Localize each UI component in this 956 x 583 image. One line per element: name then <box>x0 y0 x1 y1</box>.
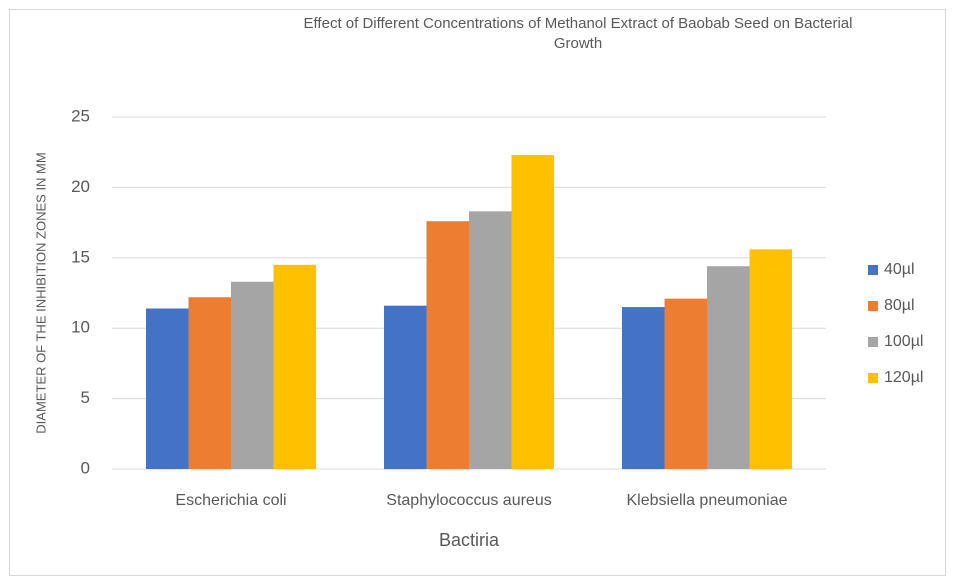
chart-title: Effect of Different Concentrations of Me… <box>303 15 853 52</box>
legend-label: 120µl <box>884 369 923 386</box>
x-axis-label: Bactiria <box>439 530 500 550</box>
x-tick-label: Escherichia coli <box>175 492 286 509</box>
bar <box>707 266 750 469</box>
bar <box>622 307 665 469</box>
x-tick-label: Staphylococcus aureus <box>386 492 551 509</box>
legend-swatch <box>868 337 878 347</box>
bar <box>664 298 707 469</box>
y-tick-label: 10 <box>71 318 90 337</box>
legend-label: 100µl <box>884 333 923 350</box>
y-tick-label: 15 <box>71 247 90 266</box>
y-axis-label: DIAMETER OF THE INHIBITION ZONES IN MM <box>33 152 48 433</box>
bar <box>231 281 274 469</box>
bar <box>469 211 512 469</box>
y-tick-label: 0 <box>81 458 90 477</box>
bar <box>384 305 427 469</box>
legend-swatch <box>868 301 878 311</box>
bar <box>511 155 554 470</box>
bar <box>426 221 469 469</box>
legend-swatch <box>868 373 878 383</box>
y-tick-label: 25 <box>71 106 90 125</box>
bar <box>749 249 792 469</box>
legend-swatch <box>868 265 878 275</box>
bar <box>146 308 189 469</box>
y-tick-label: 5 <box>81 388 90 407</box>
legend-label: 40µl <box>884 261 915 278</box>
legend-label: 80µl <box>884 297 915 314</box>
bar <box>188 297 231 469</box>
x-tick-label: Klebsiella pneumoniae <box>627 492 788 509</box>
bar <box>273 264 316 469</box>
y-tick-label: 20 <box>71 177 90 196</box>
